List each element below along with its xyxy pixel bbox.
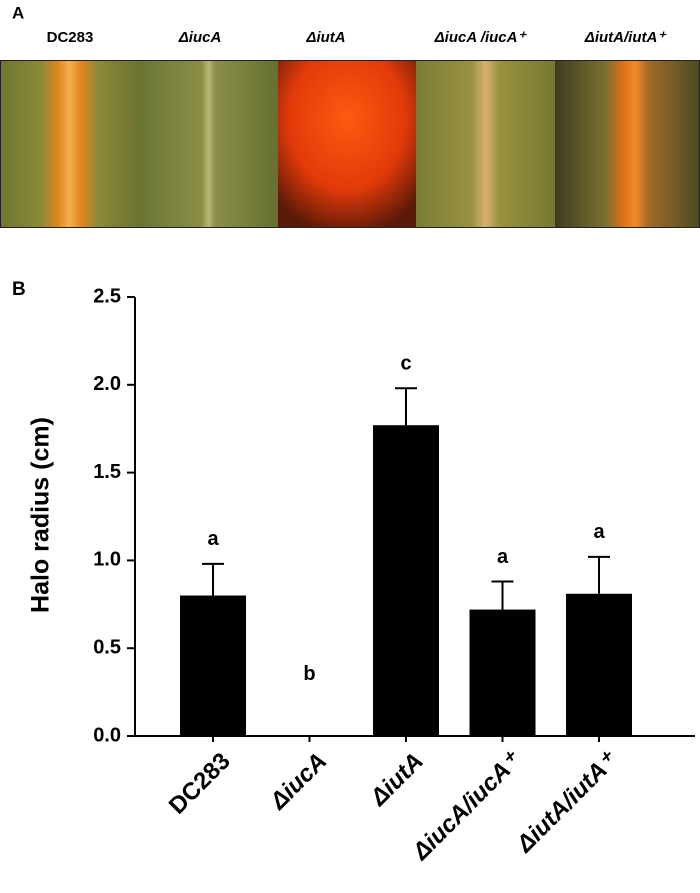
y-tick-label: 1.5: [93, 461, 121, 483]
bar: [180, 595, 246, 736]
x-tick-label: DC283: [164, 748, 236, 820]
bar: [566, 593, 632, 736]
significance-letter: a: [593, 521, 605, 543]
strain-label: ΔiutA: [305, 29, 345, 46]
plate-photo: [278, 60, 416, 228]
plate-photo: [555, 60, 700, 228]
error-bar: [588, 555, 610, 594]
strain-label: DC283: [47, 29, 94, 46]
plate-photo: [416, 60, 555, 228]
photo-strip: [0, 60, 700, 228]
panel-label: B: [12, 279, 26, 300]
x-tick-label: ΔiucA: [264, 748, 332, 816]
strain-label: ΔiutA/iutA⁺: [584, 29, 668, 46]
significance-letter: c: [400, 353, 411, 375]
panel-label: A: [12, 3, 24, 22]
y-tick-label: 0.0: [93, 724, 121, 746]
y-tick-label: 2.0: [93, 373, 121, 395]
error-bar: [202, 562, 224, 596]
error-bar: [491, 580, 514, 610]
bar: [469, 609, 536, 736]
y-axis-label: Halo radius (cm): [27, 417, 55, 613]
error-bar: [395, 387, 417, 426]
bar: [373, 425, 439, 736]
x-tick-label: ΔiutA: [365, 748, 429, 812]
significance-letter: a: [497, 546, 509, 568]
x-tick-label: ΔiutA/iutA⁺: [511, 746, 623, 858]
plate-photo: [139, 60, 278, 228]
strain-label: ΔiucA /iucA⁺: [434, 29, 528, 46]
plate-photo: [0, 60, 139, 228]
significance-letter: b: [303, 663, 315, 685]
significance-letter: a: [207, 528, 219, 550]
strain-label: ΔiucA: [178, 29, 222, 46]
y-tick-label: 0.5: [93, 636, 121, 658]
y-tick-label: 1.0: [93, 549, 121, 571]
y-tick-label: 2.5: [93, 285, 121, 307]
